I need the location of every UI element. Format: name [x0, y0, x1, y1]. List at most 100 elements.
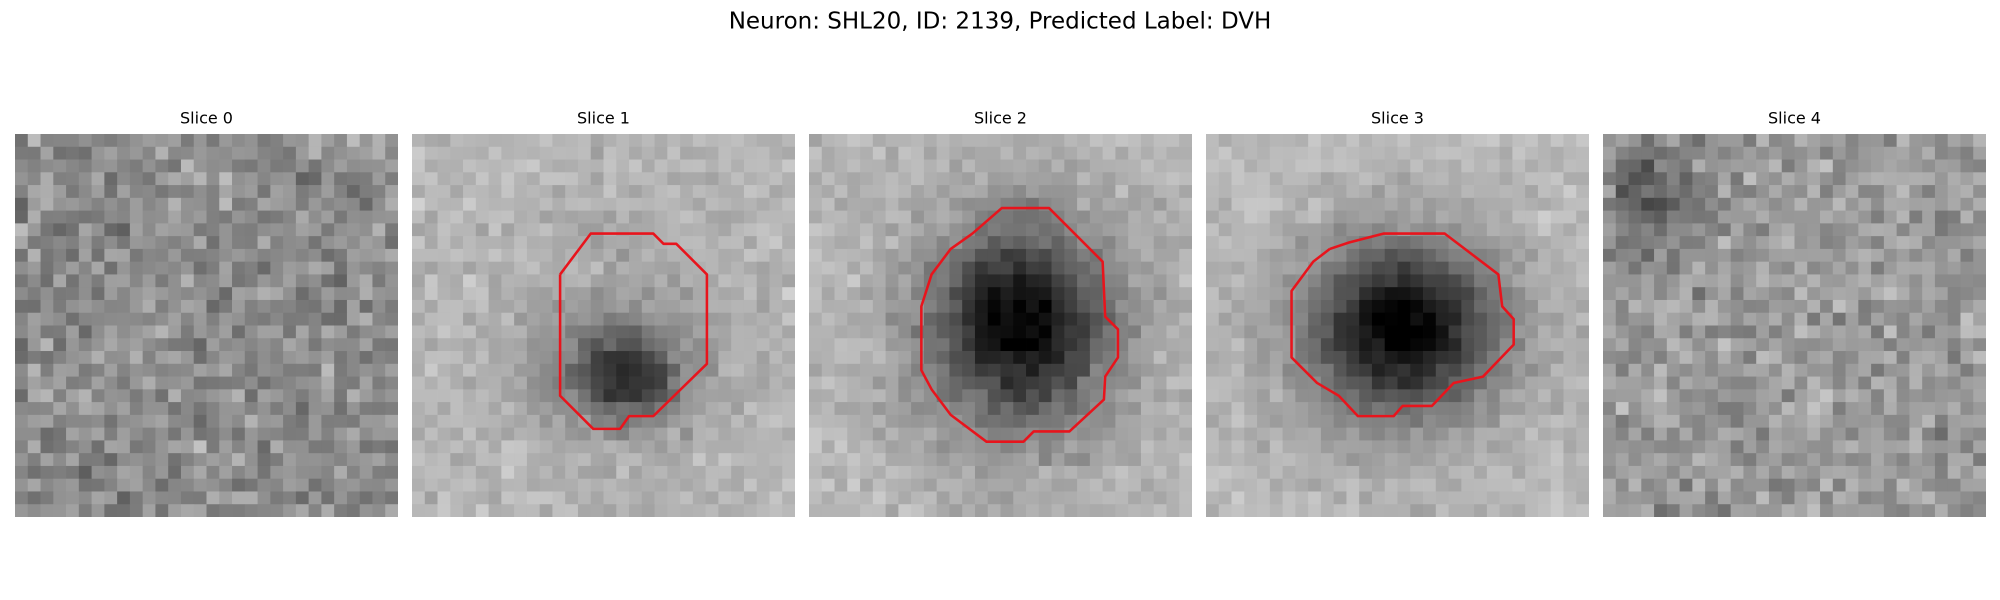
pixel [1026, 414, 1040, 429]
pixel [809, 453, 823, 467]
pixel [450, 197, 464, 211]
pixel [590, 287, 604, 301]
pixel [629, 478, 643, 492]
pixel [424, 236, 438, 250]
pixel [860, 185, 874, 199]
pixel [1845, 376, 1859, 390]
pixel [1346, 134, 1360, 148]
pixel [603, 453, 617, 467]
pixel [359, 299, 373, 314]
pixel [1359, 491, 1373, 505]
pixel [680, 236, 694, 250]
pixel [1947, 414, 1961, 429]
pixel [1781, 427, 1795, 441]
pixel [1781, 325, 1795, 339]
pixel [1820, 389, 1834, 403]
pixel [603, 491, 617, 505]
pixel [117, 274, 131, 288]
pixel [923, 159, 938, 173]
pixel [1858, 389, 1872, 403]
pixel [1679, 465, 1693, 480]
pixel [860, 351, 874, 365]
pixel [1474, 197, 1488, 211]
pixel [1845, 134, 1859, 148]
pixel [412, 440, 426, 454]
pixel [270, 376, 284, 390]
pixel [885, 453, 899, 467]
pixel [769, 440, 783, 454]
pixel [1820, 491, 1834, 505]
pixel [424, 363, 438, 377]
pixel [898, 478, 912, 492]
pixel [1934, 159, 1949, 173]
pixel [1218, 389, 1232, 403]
pixel [936, 159, 950, 173]
pixel [526, 427, 541, 441]
pixel [1525, 210, 1539, 224]
pixel [180, 427, 195, 441]
pixel [1064, 261, 1078, 275]
pixel [232, 491, 246, 505]
pixel [782, 146, 795, 160]
pixel [1922, 402, 1936, 416]
pixel [539, 402, 553, 416]
pixel [1743, 172, 1757, 186]
pixel [463, 491, 477, 505]
pixel [1512, 172, 1526, 186]
pixel [450, 465, 464, 480]
pixel [603, 414, 617, 429]
pixel [1807, 287, 1821, 301]
pixel [1000, 465, 1014, 480]
pixel [1909, 338, 1923, 352]
pixel [1641, 299, 1655, 314]
pixel [680, 465, 694, 480]
pixel [1845, 363, 1859, 377]
pixel [488, 223, 502, 237]
pixel [424, 261, 438, 275]
pixel [1717, 299, 1732, 314]
pixel [1423, 274, 1437, 288]
pixel [66, 338, 80, 352]
pixel [346, 376, 361, 390]
pixel [1231, 274, 1245, 288]
pixel [27, 261, 41, 275]
pixel [629, 172, 643, 186]
pixel [1140, 389, 1155, 403]
pixel [142, 363, 156, 377]
pixel [692, 478, 707, 492]
pixel [680, 185, 694, 199]
pixel [705, 402, 719, 416]
pixel [1244, 338, 1258, 352]
pixel [372, 236, 386, 250]
pixel [270, 351, 284, 365]
pixel [654, 376, 668, 390]
pixel [1153, 261, 1167, 275]
pixel [346, 312, 361, 326]
pixel [206, 159, 220, 173]
pixel [1423, 287, 1437, 301]
pixel [565, 299, 579, 314]
pixel [616, 453, 630, 467]
pixel [1641, 236, 1655, 250]
pixel [1077, 376, 1091, 390]
pixel [372, 325, 386, 339]
pixel [1359, 453, 1373, 467]
pixel [40, 236, 54, 250]
pixel [1756, 274, 1770, 288]
pixel [1550, 248, 1564, 263]
pixel [1743, 363, 1757, 377]
pixel [219, 465, 233, 480]
pixel [488, 299, 502, 314]
pixel [1064, 172, 1078, 186]
pixel [1883, 325, 1898, 339]
pixel [1743, 248, 1757, 263]
pixel [1206, 465, 1220, 480]
pixel [1576, 453, 1589, 467]
pixel [1295, 440, 1309, 454]
pixel [1013, 453, 1027, 467]
pixel [1486, 197, 1501, 211]
pixel [1922, 376, 1936, 390]
pixel [692, 197, 707, 211]
pixel [616, 185, 630, 199]
pixel [987, 185, 1001, 199]
